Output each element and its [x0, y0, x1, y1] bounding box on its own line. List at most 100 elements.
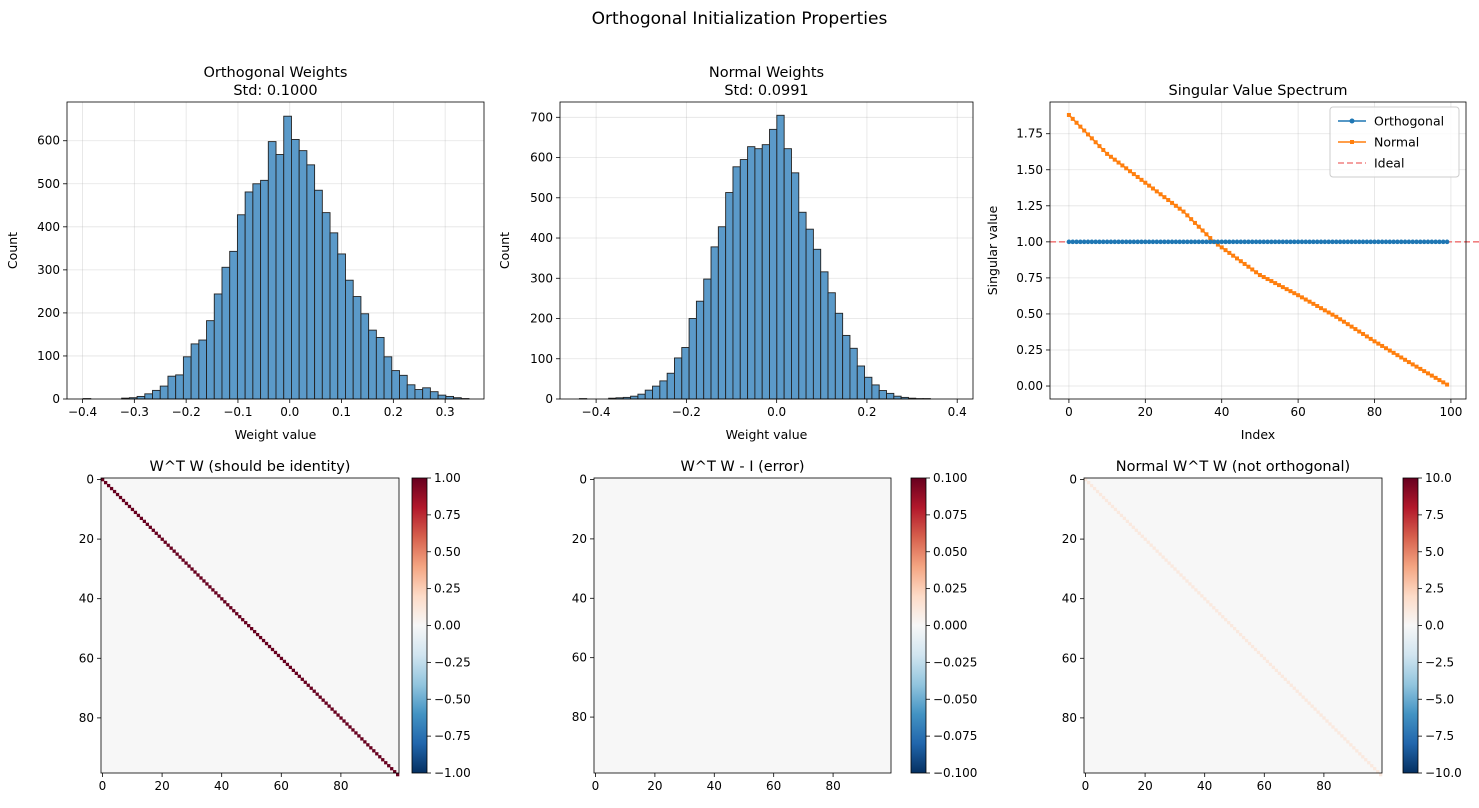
heatmap-cell [366, 743, 370, 747]
histogram-bar [352, 296, 362, 400]
orthogonal-series-marker [1185, 239, 1190, 245]
histogram-bar [198, 339, 208, 400]
orthogonal-series-marker [1112, 239, 1118, 245]
x-tick-label: 80 [1367, 405, 1382, 419]
normal-series-marker [1128, 169, 1133, 174]
normal-series-marker [1319, 306, 1324, 311]
orthogonal-series-marker [1078, 239, 1083, 245]
orthogonal-series-marker [1135, 239, 1140, 245]
heatmap-cell [1084, 478, 1088, 482]
axes-frame [66, 101, 485, 400]
legend-label: Orthogonal [1374, 114, 1444, 129]
normal-series-marker [1173, 203, 1178, 208]
colorbar-gradient [411, 477, 428, 774]
histogram-bar [732, 166, 741, 400]
normal-series-marker [1135, 174, 1140, 179]
histogram-bar [159, 385, 169, 400]
orthogonal-series-marker [1230, 239, 1236, 245]
heatmap-cell [351, 728, 355, 732]
orthogonal-series-marker [1360, 239, 1366, 245]
y-tick-label: 1.75 [1016, 127, 1043, 141]
orthogonal-series-marker [1120, 239, 1125, 245]
orthogonal-series-marker [1414, 239, 1419, 245]
normal-series-marker [1315, 304, 1320, 309]
x-tick-label: 40 [707, 779, 722, 793]
heatmap-cell [247, 624, 251, 628]
x-tick-label: 60 [274, 779, 289, 793]
normal-series-marker [1066, 112, 1071, 117]
heatmap-cell [1244, 638, 1249, 643]
heatmap-cell [232, 609, 236, 613]
heatmap-cell [223, 600, 227, 604]
y-tick-label: 80 [79, 711, 94, 725]
wtw-identity-heatmap: 0 20 40 60 80 0 20 40 60 80 W^T W (should be ident… [79, 459, 471, 793]
orthogonal-series-marker [1173, 239, 1179, 245]
heatmap-cell [241, 618, 245, 622]
heatmap-cell [1304, 698, 1308, 702]
normal-series-marker [1361, 331, 1366, 336]
y-axis-label: Singular value [985, 205, 1000, 295]
normal-series-marker [1170, 200, 1175, 205]
y-tick-label: 80 [572, 710, 587, 724]
heatmap-cell [1361, 755, 1365, 759]
x-tick-label: 40 [1197, 779, 1212, 793]
colorbar-tick-label: −0.75 [434, 729, 471, 743]
heatmap-cell [187, 564, 191, 568]
heatmap-cell [1367, 761, 1371, 765]
orthogonal-series-marker [1437, 239, 1442, 245]
heatmap-cell [1277, 671, 1281, 675]
heatmap-cell [229, 606, 233, 610]
heatmap-cell [1247, 641, 1252, 646]
y-tick-label: 1.50 [1016, 163, 1043, 177]
heatmap-cell [1286, 680, 1290, 684]
heatmap-cell [1319, 713, 1323, 717]
histogram-bar [383, 356, 393, 400]
heatmap-cell [157, 534, 161, 538]
normal-series-marker [1116, 160, 1121, 165]
normal-series-marker [1158, 192, 1163, 197]
normal-series-marker [1345, 322, 1350, 327]
y-tick-label: 80 [1062, 711, 1077, 725]
histogram-bar [878, 390, 887, 400]
orthogonal-series-marker [1104, 239, 1110, 245]
orthogonal-series-marker [1330, 239, 1335, 245]
histogram-bar [849, 347, 858, 400]
normal-series-marker [1288, 289, 1293, 294]
heatmap-cell [387, 764, 391, 768]
x-tick-label: 40 [1214, 405, 1229, 419]
histogram-bar [167, 375, 177, 400]
orthogonal-series-marker [1341, 239, 1347, 245]
heatmap-cell [169, 546, 173, 550]
histogram-bar [275, 154, 285, 400]
plot-title: Normal Weights [709, 65, 824, 81]
orthogonal-series-marker [1402, 239, 1408, 245]
heatmap-cell [1289, 683, 1293, 687]
heatmap-cell [1185, 579, 1189, 583]
heatmap-cell [121, 498, 126, 503]
normal-series-marker [1078, 124, 1083, 129]
normal-series-marker [1192, 220, 1197, 225]
heatmap-cell [1092, 486, 1097, 491]
x-tick-label: −0.3 [120, 405, 149, 419]
heatmap-cell [226, 603, 230, 607]
colorbar-tick-label: 10.0 [1425, 471, 1452, 485]
orthogonal-series-marker [1093, 239, 1098, 245]
heatmap-cell [238, 615, 242, 619]
orthogonal-series-marker [1368, 239, 1373, 245]
heatmap-cell [390, 767, 394, 771]
heatmap-cell [1089, 483, 1094, 488]
x-tick-label: 80 [1316, 779, 1331, 793]
heatmap-cell [1328, 722, 1332, 726]
normal-series-marker [1105, 151, 1110, 156]
orthogonal-series-marker [1249, 239, 1255, 245]
orthogonal-series-marker [1238, 239, 1244, 245]
histogram-bar [834, 312, 844, 400]
colorbar-gradient [910, 477, 927, 774]
orthogonal-series-marker [1307, 239, 1312, 245]
heatmap-cell [1379, 773, 1383, 777]
normal-series-marker [1399, 355, 1404, 360]
histogram-bar [791, 172, 800, 400]
heatmap-cell [300, 677, 304, 681]
heatmap-cell [1188, 582, 1192, 586]
histogram-bar [321, 212, 331, 400]
